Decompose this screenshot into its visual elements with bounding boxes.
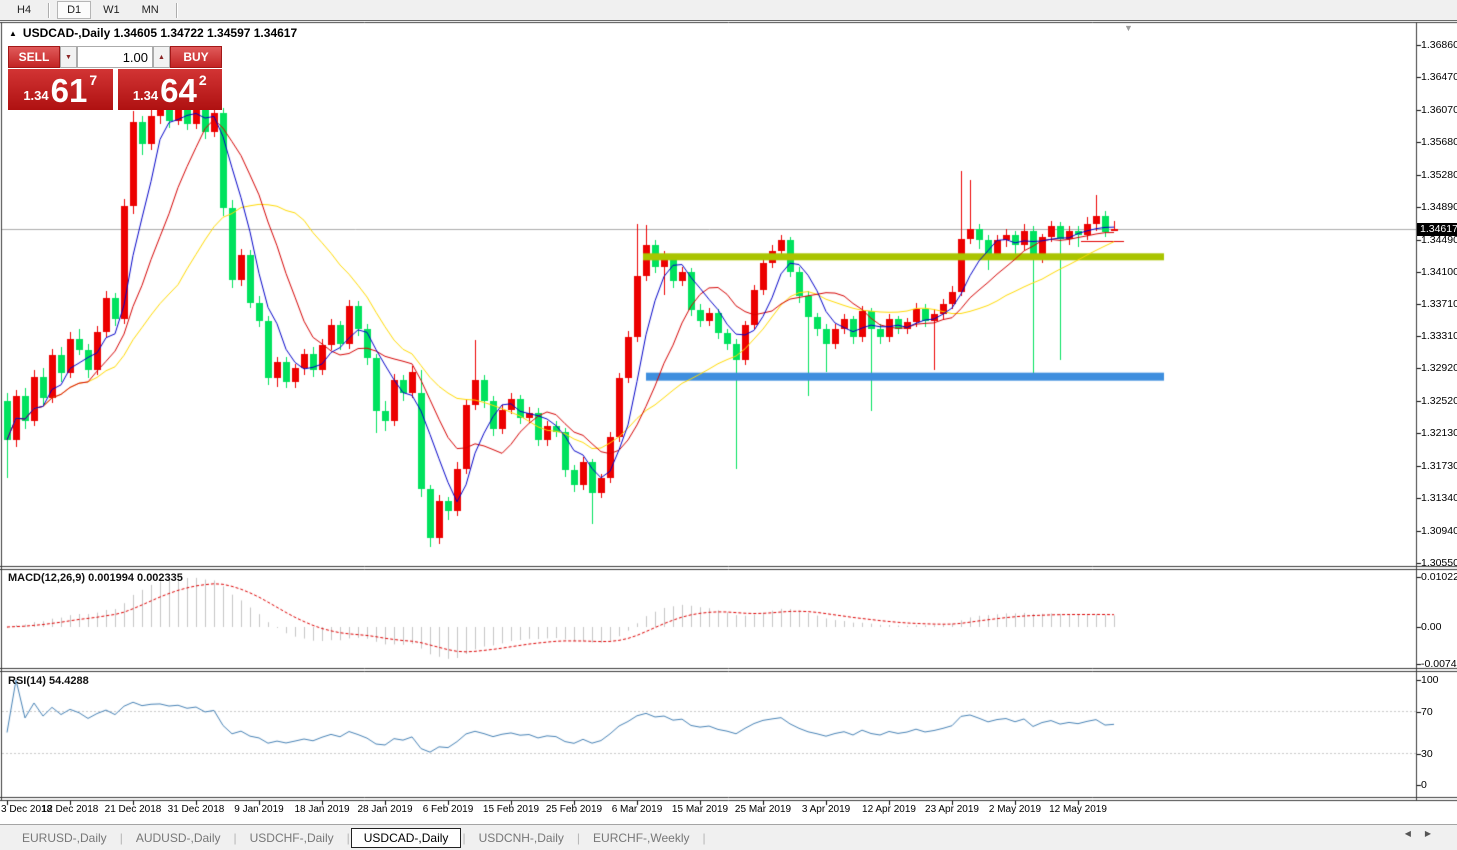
rsi-indicator-label: RSI(14) 54.4288 (8, 675, 89, 687)
date-axis-label: 12 May 2019 (1049, 804, 1107, 815)
sell-price-big: 61 (50, 72, 88, 109)
chart-shift-icon[interactable]: ▼ (1124, 23, 1133, 33)
chart-tab-usdchf[interactable]: USDCHF-,Daily (249, 830, 334, 845)
price-axis-label: 1.35680 (1421, 135, 1457, 148)
tab-scrollers: ◀▶ (1405, 829, 1445, 838)
tab-divider: | (576, 830, 581, 845)
rsi-axis-label: 70 (1421, 705, 1433, 718)
macd-axis-label: -0.00747 (1421, 657, 1457, 670)
sell-button[interactable]: SELL (8, 46, 60, 68)
macd-axis-label: 0.010229 (1421, 571, 1457, 583)
chart-tab-audusd[interactable]: AUDUSD-,Daily (135, 830, 221, 845)
price-axis-label: 1.34890 (1421, 200, 1457, 213)
timeframe-button-h4[interactable]: H4 (17, 4, 32, 16)
sell-price-base: 1.34 (23, 88, 49, 103)
price-axis-label: 1.31340 (1421, 492, 1457, 505)
price-axis-label: 1.36470 (1421, 71, 1457, 84)
volume-increase-button[interactable]: ▲ (153, 46, 170, 68)
price-axis-label: 1.32130 (1421, 427, 1457, 440)
chart-tab-usdcad[interactable]: USDCAD-,Daily (350, 827, 462, 848)
date-axis-label: 6 Feb 2019 (422, 804, 474, 815)
tab-scroll-right-button[interactable]: ▶ (1424, 829, 1445, 838)
price-axis-label: 1.34490 (1421, 233, 1457, 246)
triangle-up-icon: ▲ (158, 53, 165, 61)
tab-divider: | (702, 830, 706, 845)
chart-tab-usdcnh[interactable]: USDCNH-,Daily (478, 830, 564, 845)
tab-divider: | (462, 830, 466, 845)
date-axis-label: 6 Mar 2019 (611, 804, 663, 815)
chart-ohlc-values: 1.34605 1.34722 1.34597 1.34617 (113, 26, 298, 40)
date-axis-label: 18 Jan 2019 (294, 804, 350, 815)
current-price-tag: 1.34617 (1417, 222, 1457, 236)
date-axis-label: 31 Dec 2018 (167, 804, 225, 815)
date-axis-label: 21 Dec 2018 (104, 804, 162, 815)
price-axis-label: 1.30940 (1421, 525, 1457, 537)
volume-decrease-button[interactable]: ▼ (60, 46, 77, 68)
tab-divider: | (233, 830, 237, 845)
date-axis-label: 25 Feb 2019 (545, 804, 603, 815)
rsi-axis-label: 30 (1421, 747, 1433, 760)
tab-divider: | (119, 830, 123, 845)
date-axis-label: 25 Mar 2019 (734, 804, 792, 815)
buy-price-sup: 2 (198, 72, 207, 88)
price-axis-label: 1.30550 (1421, 557, 1457, 570)
date-axis-label: 15 Mar 2019 (671, 804, 729, 815)
price-axis-label: 1.36860 (1421, 39, 1457, 51)
timeframe-button-w1[interactable]: W1 (103, 4, 120, 16)
chart-tab-bar: EURUSD-,Daily | AUDUSD-,Daily | USDCHF-,Dail… (0, 824, 1457, 850)
buy-price-big: 64 (160, 72, 197, 109)
toolbar-separator (175, 2, 178, 18)
volume-input[interactable] (77, 46, 153, 68)
chart-symbol-label: USDCAD-,Daily (22, 26, 111, 40)
price-axis-label: 1.36070 (1421, 103, 1457, 116)
sell-price-sup: 7 (89, 72, 98, 88)
tab-divider: | (346, 830, 350, 845)
price-axis-label: 1.34100 (1421, 265, 1457, 278)
price-axis-label: 1.32920 (1421, 362, 1457, 375)
date-axis-label: 3 Dec 2018 (1, 804, 53, 815)
buy-price-button[interactable]: 1.34 64 2 (117, 69, 222, 110)
chart-tab-eurusd[interactable]: EURUSD-,Daily (22, 830, 107, 845)
date-axis-label: 12 Dec 2018 (41, 804, 99, 815)
price-axis-label: 1.35280 (1421, 168, 1457, 181)
price-axis-label: 1.33710 (1421, 297, 1457, 310)
rsi-axis-label: 100 (1421, 674, 1439, 686)
timeframe-button-mn[interactable]: MN (141, 4, 159, 16)
toolbar-separator (48, 2, 51, 18)
macd-axis-label: 0.00 (1421, 621, 1442, 633)
chart-tab-eurchf[interactable]: EURCHF-,Weekly (593, 830, 690, 845)
price-axis-label: 1.31730 (1421, 460, 1457, 473)
tab-scroll-left-button[interactable]: ◀ (1404, 829, 1425, 838)
timeframe-button-d1[interactable]: D1 (57, 1, 92, 19)
triangle-down-icon: ▼ (65, 53, 72, 61)
macd-indicator-label: MACD(12,26,9) 0.001994 0.002335 (8, 572, 183, 584)
date-axis-label: 12 Apr 2019 (862, 804, 916, 815)
sell-price-button[interactable]: 1.34 61 7 (8, 69, 113, 110)
date-axis-label: 3 Apr 2019 (801, 804, 851, 815)
price-axis-label: 1.32520 (1421, 395, 1457, 408)
timeframe-toolbar: H4 D1 W1 MN (0, 0, 1457, 21)
buy-price-base: 1.34 (132, 88, 159, 103)
date-axis-label: 23 Apr 2019 (925, 804, 979, 815)
buy-button[interactable]: BUY (170, 46, 222, 68)
date-axis-label: 15 Feb 2019 (482, 804, 540, 815)
rsi-axis-label: 0 (1421, 779, 1427, 791)
date-axis-label: 2 May 2019 (988, 804, 1042, 815)
chart-title: ▲ USDCAD-,Daily 1.34605 1.34722 1.34597 1… (9, 26, 297, 40)
panel-toggle-icon[interactable]: ▲ (9, 29, 17, 38)
date-axis-label: 9 Jan 2019 (234, 804, 284, 815)
price-axis-label: 1.33310 (1421, 330, 1457, 343)
date-axis-label: 28 Jan 2019 (357, 804, 413, 815)
